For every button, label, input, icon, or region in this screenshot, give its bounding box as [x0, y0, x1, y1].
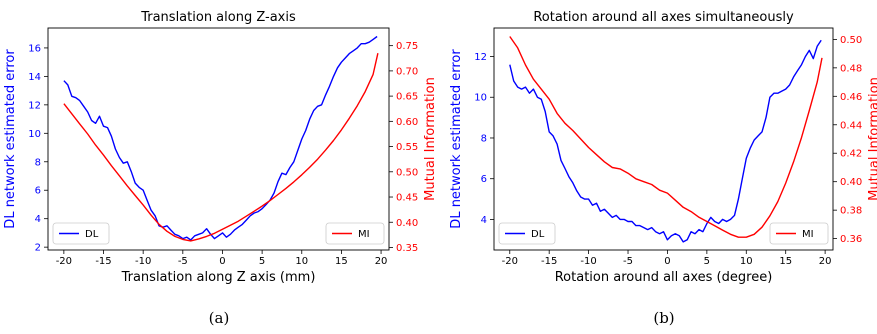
plot-frame [493, 27, 834, 251]
y-left-tick-label: 10 [28, 129, 41, 140]
y-right-tick-label: 0.36 [840, 234, 862, 245]
y-right-tick-label: 0.50 [840, 35, 862, 46]
x-tick-label: 15 [779, 256, 792, 267]
series-line-dl [509, 39, 822, 243]
y-right-tick-label: 0.55 [396, 142, 418, 153]
x-tick-label: 10 [740, 256, 753, 267]
x-tick-label: 10 [295, 256, 308, 267]
panel-caption: (a) [209, 309, 230, 327]
y-right-tick-label: 0.75 [396, 41, 418, 52]
x-axis-label: Rotation around all axes (degree) [555, 270, 773, 285]
series-line-mi [63, 53, 379, 242]
series-line-mi [509, 36, 823, 238]
legend-box [325, 222, 385, 245]
y-left-tick-label: 12 [28, 100, 41, 111]
legend-label-mi: MI [802, 229, 814, 240]
y-left-tick-label: 2 [35, 243, 41, 254]
y-left-tick-label: 6 [35, 186, 41, 197]
plot-area [509, 36, 823, 243]
chart-title: Translation along Z-axis [140, 10, 296, 25]
y-left-axis-label: DL network estimated error [3, 49, 18, 229]
legend-box [52, 222, 110, 245]
y-right-tick-label: 0.45 [396, 193, 418, 204]
x-tick-label: -15 [541, 256, 557, 267]
y-left-tick-label: 14 [28, 72, 41, 83]
legend-label-dl: DL [531, 229, 545, 240]
y-left-tick-label: 4 [481, 215, 487, 226]
y-right-tick-label: 0.50 [396, 167, 418, 178]
x-axis-label: Translation along Z axis (mm) [121, 270, 316, 285]
x-tick-label: -20 [56, 256, 72, 267]
y-left-tick-label: 4 [35, 214, 41, 225]
y-left-tick-label: 6 [481, 174, 487, 185]
x-tick-label: 5 [259, 256, 265, 267]
y-right-tick-label: 0.40 [840, 177, 862, 188]
legend-label-mi: MI [358, 229, 370, 240]
legend-mi: MI [325, 222, 385, 245]
legend-dl: DL [52, 222, 110, 245]
x-tick-label: -15 [95, 256, 111, 267]
x-tick-label: 20 [819, 256, 832, 267]
y-right-axis-label: Mutual Information [423, 77, 438, 201]
x-tick-label: -10 [580, 256, 596, 267]
y-right-tick-label: 0.60 [396, 117, 418, 128]
series-line-dl [63, 35, 378, 241]
y-right-tick-label: 0.48 [840, 63, 862, 74]
y-right-tick-label: 0.46 [840, 92, 862, 103]
y-right-tick-label: 0.70 [396, 66, 418, 77]
y-right-tick-label: 0.42 [840, 149, 862, 160]
plot-area [63, 35, 379, 242]
y-left-tick-label: 16 [28, 43, 41, 54]
y-right-tick-label: 0.44 [840, 120, 862, 131]
legend-label-dl: DL [85, 229, 99, 240]
x-tick-label: -5 [178, 256, 188, 267]
panel-caption: (b) [653, 309, 674, 327]
y-left-tick-label: 10 [474, 93, 487, 104]
x-tick-label: -10 [135, 256, 151, 267]
y-left-axis-label: DL network estimated error [449, 49, 464, 229]
y-left-tick-label: 8 [481, 133, 487, 144]
y-right-tick-label: 0.40 [396, 218, 418, 229]
chart-panel-1: Translation along Z-axis -20 -15 -10 -5 0 5 10 1… [3, 10, 438, 327]
chart-panel-2: Rotation around all axes simultaneously -… [449, 10, 877, 327]
plot-frame [47, 27, 390, 251]
x-tick-label: 15 [335, 256, 348, 267]
legend-box [769, 222, 829, 245]
x-tick-label: 5 [704, 256, 710, 267]
y-right-tick-label: 0.38 [840, 206, 862, 217]
y-right-axis-label: Mutual Information [867, 77, 877, 201]
x-tick-label: 0 [664, 256, 670, 267]
legend-dl: DL [498, 222, 556, 245]
x-tick-label: -20 [502, 256, 518, 267]
legend-box [498, 222, 556, 245]
x-tick-label: 20 [375, 256, 388, 267]
x-tick-label: -5 [623, 256, 633, 267]
y-right-tick-label: 0.35 [396, 243, 418, 254]
chart-title: Rotation around all axes simultaneously [533, 10, 794, 25]
legend-mi: MI [769, 222, 829, 245]
x-tick-label: 0 [219, 256, 225, 267]
y-left-tick-label: 12 [474, 52, 487, 63]
y-right-tick-label: 0.65 [396, 92, 418, 103]
y-left-tick-label: 8 [35, 157, 41, 168]
